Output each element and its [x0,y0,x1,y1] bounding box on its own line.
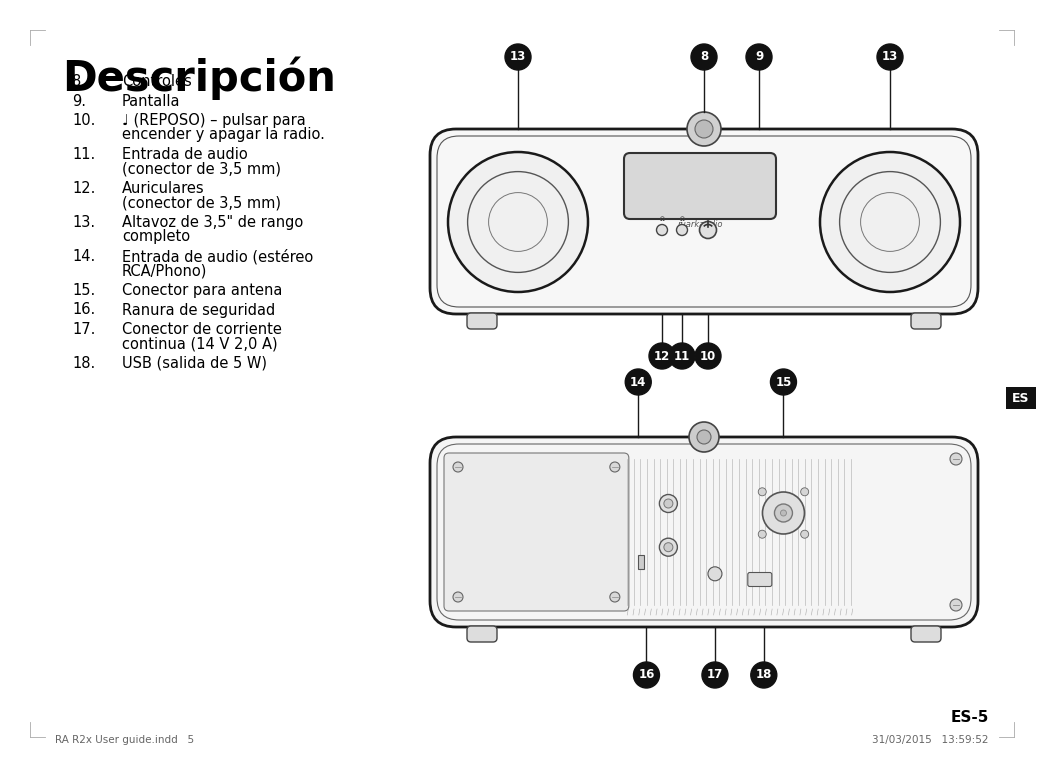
Circle shape [699,222,716,239]
Text: Ranura de seguridad: Ranura de seguridad [122,302,276,318]
Text: Pantalla: Pantalla [122,94,181,108]
Circle shape [950,453,962,465]
Text: USB (salida de 5 W): USB (salida de 5 W) [122,356,267,371]
Circle shape [695,120,713,138]
Text: Entrada de audio (estéreo: Entrada de audio (estéreo [122,249,313,265]
Text: 11.: 11. [72,147,95,162]
Text: 10: 10 [699,350,716,363]
Circle shape [610,462,620,472]
Text: 31/03/2015   13:59:52: 31/03/2015 13:59:52 [873,735,989,745]
Text: 8.: 8. [72,74,86,89]
Circle shape [669,343,695,369]
Text: completo: completo [122,229,190,245]
FancyBboxPatch shape [638,555,644,569]
Text: 16: 16 [638,669,655,682]
Text: ♩ (REPOSO) – pulsar para: ♩ (REPOSO) – pulsar para [122,113,306,128]
Text: 10.: 10. [72,113,95,128]
Text: Conector de corriente: Conector de corriente [122,322,282,337]
Text: 13.: 13. [72,215,95,230]
Circle shape [775,504,792,522]
Circle shape [751,662,777,688]
FancyBboxPatch shape [911,313,941,329]
Text: ruarkaudio: ruarkaudio [678,220,722,229]
Circle shape [664,499,673,508]
FancyBboxPatch shape [430,129,978,314]
Circle shape [691,44,717,70]
Text: ES-5: ES-5 [951,710,989,725]
Circle shape [695,343,721,369]
FancyBboxPatch shape [467,626,497,642]
Text: RA R2x User guide.indd   5: RA R2x User guide.indd 5 [55,735,194,745]
Text: 11: 11 [673,350,690,363]
FancyBboxPatch shape [748,572,772,587]
FancyBboxPatch shape [1006,387,1036,409]
FancyBboxPatch shape [444,453,628,611]
Circle shape [610,592,620,602]
Circle shape [664,543,673,551]
Text: continua (14 V 2,0 A): continua (14 V 2,0 A) [122,337,278,351]
Circle shape [625,369,651,395]
FancyBboxPatch shape [467,313,497,329]
FancyBboxPatch shape [911,626,941,642]
Text: 9.: 9. [72,94,86,108]
Circle shape [660,538,678,556]
Circle shape [687,112,721,146]
Circle shape [770,369,797,395]
Circle shape [689,422,719,452]
Text: Descripción: Descripción [62,57,336,100]
Text: Conector para antena: Conector para antena [122,283,282,298]
Text: 15.: 15. [72,283,95,298]
Text: 15: 15 [776,376,791,389]
Circle shape [758,530,766,538]
Circle shape [746,44,772,70]
Circle shape [801,488,809,495]
Circle shape [758,488,766,495]
Text: 13: 13 [509,51,526,64]
FancyBboxPatch shape [624,153,776,219]
Circle shape [781,510,786,516]
Text: 12.: 12. [72,181,95,196]
Text: 14: 14 [630,376,646,389]
Text: encender y apagar la radio.: encender y apagar la radio. [122,127,325,143]
Circle shape [634,662,660,688]
Circle shape [708,567,722,581]
Text: 13: 13 [882,51,898,64]
Text: Entrada de audio: Entrada de audio [122,147,247,162]
Text: (conector de 3,5 mm): (conector de 3,5 mm) [122,162,281,176]
Text: 14.: 14. [72,249,95,264]
Text: 17: 17 [707,669,723,682]
FancyBboxPatch shape [430,437,978,627]
Circle shape [660,495,678,512]
Text: RCA/Phono): RCA/Phono) [122,264,208,278]
Text: 9: 9 [755,51,763,64]
Text: 17.: 17. [72,322,95,337]
Circle shape [657,225,667,235]
Circle shape [702,662,728,688]
Text: Ω: Ω [680,217,685,222]
Text: 16.: 16. [72,302,95,318]
Circle shape [453,592,462,602]
Text: ES: ES [1013,391,1029,404]
Circle shape [820,152,960,292]
Text: (conector de 3,5 mm): (conector de 3,5 mm) [122,196,281,210]
Text: Altavoz de 3,5" de rango: Altavoz de 3,5" de rango [122,215,303,230]
Circle shape [453,462,462,472]
Text: 12: 12 [654,350,670,363]
Circle shape [649,343,675,369]
Text: Controles: Controles [122,74,192,89]
Circle shape [448,152,588,292]
Text: Auriculares: Auriculares [122,181,205,196]
Text: Ω: Ω [660,217,664,222]
Circle shape [877,44,903,70]
Circle shape [801,530,809,538]
Text: 18: 18 [756,669,772,682]
Circle shape [697,430,711,444]
Circle shape [950,599,962,611]
Text: 18.: 18. [72,356,95,371]
Circle shape [677,225,688,235]
Text: 8: 8 [699,51,708,64]
Circle shape [762,492,805,534]
Circle shape [505,44,531,70]
